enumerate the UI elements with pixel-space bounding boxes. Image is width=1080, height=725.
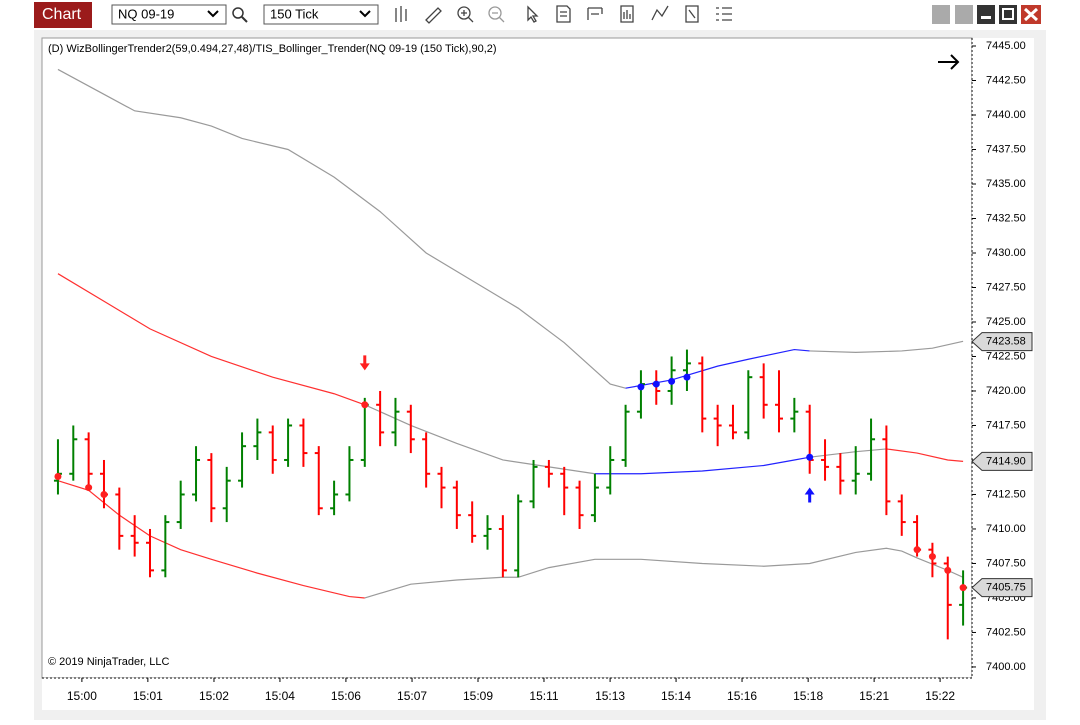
- interval-select[interactable]: [263, 4, 379, 25]
- signal-dot: [944, 566, 952, 574]
- signal-dot: [683, 373, 691, 381]
- signal-dot: [806, 453, 814, 461]
- instrument-label: NQ 09-19: [118, 6, 174, 21]
- price-marker-label: 7414.90: [986, 455, 1026, 467]
- signal-dot: [85, 484, 93, 492]
- scroll-arrow[interactable]: [938, 54, 960, 70]
- indicator-title: (D) WizBollingerTrender2(59,0.494,27,48)…: [48, 43, 497, 55]
- band-line: [364, 404, 595, 475]
- x-tick-label: 15:04: [265, 689, 295, 703]
- signal-dot: [668, 377, 676, 385]
- price-axis: [972, 38, 1034, 678]
- y-tick-label: 7432.50: [986, 212, 1026, 224]
- y-tick-label: 7417.50: [986, 419, 1026, 431]
- signal-dot: [637, 383, 645, 391]
- x-tick-label: 15:22: [925, 689, 955, 703]
- band-line: [625, 348, 810, 389]
- toolbar-icons[interactable]: [395, 5, 732, 24]
- signal-dot: [652, 380, 660, 388]
- plot-area: [41, 37, 973, 679]
- instrument-select[interactable]: [111, 4, 227, 25]
- y-tick-label: 7435.00: [986, 178, 1026, 190]
- band-line: [57, 273, 365, 406]
- dropdown-arrow: [207, 10, 219, 18]
- x-tick-label: 15:09: [463, 689, 493, 703]
- band-line: [364, 547, 964, 599]
- band-line: [809, 340, 964, 353]
- copyright: © 2019 NinjaTrader, LLC: [48, 656, 169, 668]
- price-marker-label: 7423.58: [986, 335, 1026, 347]
- y-tick-label: 7440.00: [986, 109, 1026, 121]
- signal-arrow: [804, 487, 815, 503]
- x-tick-label: 15:14: [661, 689, 691, 703]
- x-tick-label: 15:01: [133, 689, 163, 703]
- x-tick-label: 15:13: [595, 689, 625, 703]
- signal-dot: [361, 401, 369, 409]
- signal-dot: [913, 546, 921, 554]
- x-tick-label: 15:00: [67, 689, 97, 703]
- price-marker: [971, 578, 1033, 598]
- signal-dot: [928, 553, 936, 561]
- search-icon-handle: [241, 16, 248, 23]
- y-tick-label: 7407.50: [986, 557, 1026, 569]
- x-tick-label: 15:18: [793, 689, 823, 703]
- x-tick-label: 15:02: [199, 689, 229, 703]
- y-tick-label: 7412.50: [986, 488, 1026, 500]
- y-tick-label: 7402.50: [986, 626, 1026, 638]
- y-tick-label: 7400.00: [986, 661, 1026, 673]
- signal-dot: [959, 584, 967, 592]
- dropdown-arrow: [359, 10, 371, 18]
- band-line: [886, 448, 964, 462]
- y-tick-label: 7425.00: [986, 316, 1026, 328]
- signal-dot: [100, 490, 108, 498]
- chart-tab[interactable]: [34, 2, 92, 28]
- search-icon[interactable]: [232, 7, 244, 19]
- y-tick-label: 7427.50: [986, 281, 1026, 293]
- y-tick-label: 7445.00: [986, 40, 1026, 52]
- window-buttons[interactable]: [932, 5, 1041, 24]
- tab-label: Chart: [42, 6, 82, 23]
- x-tick-label: 15:11: [529, 689, 558, 703]
- x-tick-label: 15:21: [859, 689, 889, 703]
- x-tick-label: 15:06: [331, 689, 361, 703]
- y-tick-label: 7410.00: [986, 523, 1026, 535]
- x-tick-label: 15:16: [727, 689, 757, 703]
- price-marker-label: 7405.75: [986, 582, 1026, 594]
- x-tick-label: 15:07: [397, 689, 427, 703]
- y-tick-label: 7430.00: [986, 247, 1026, 259]
- interval-label: 150 Tick: [270, 6, 319, 21]
- band-line: [57, 68, 626, 389]
- price-marker: [971, 332, 1033, 352]
- band-line: [594, 456, 810, 475]
- y-tick-label: 7420.00: [986, 385, 1026, 397]
- y-tick-label: 7422.50: [986, 350, 1026, 362]
- y-tick-label: 7442.50: [986, 74, 1026, 86]
- price-marker: [971, 451, 1033, 471]
- signal-arrow: [359, 355, 370, 371]
- y-tick-label: 7437.50: [986, 143, 1026, 155]
- signal-dot: [54, 473, 62, 481]
- time-axis: [42, 678, 1034, 710]
